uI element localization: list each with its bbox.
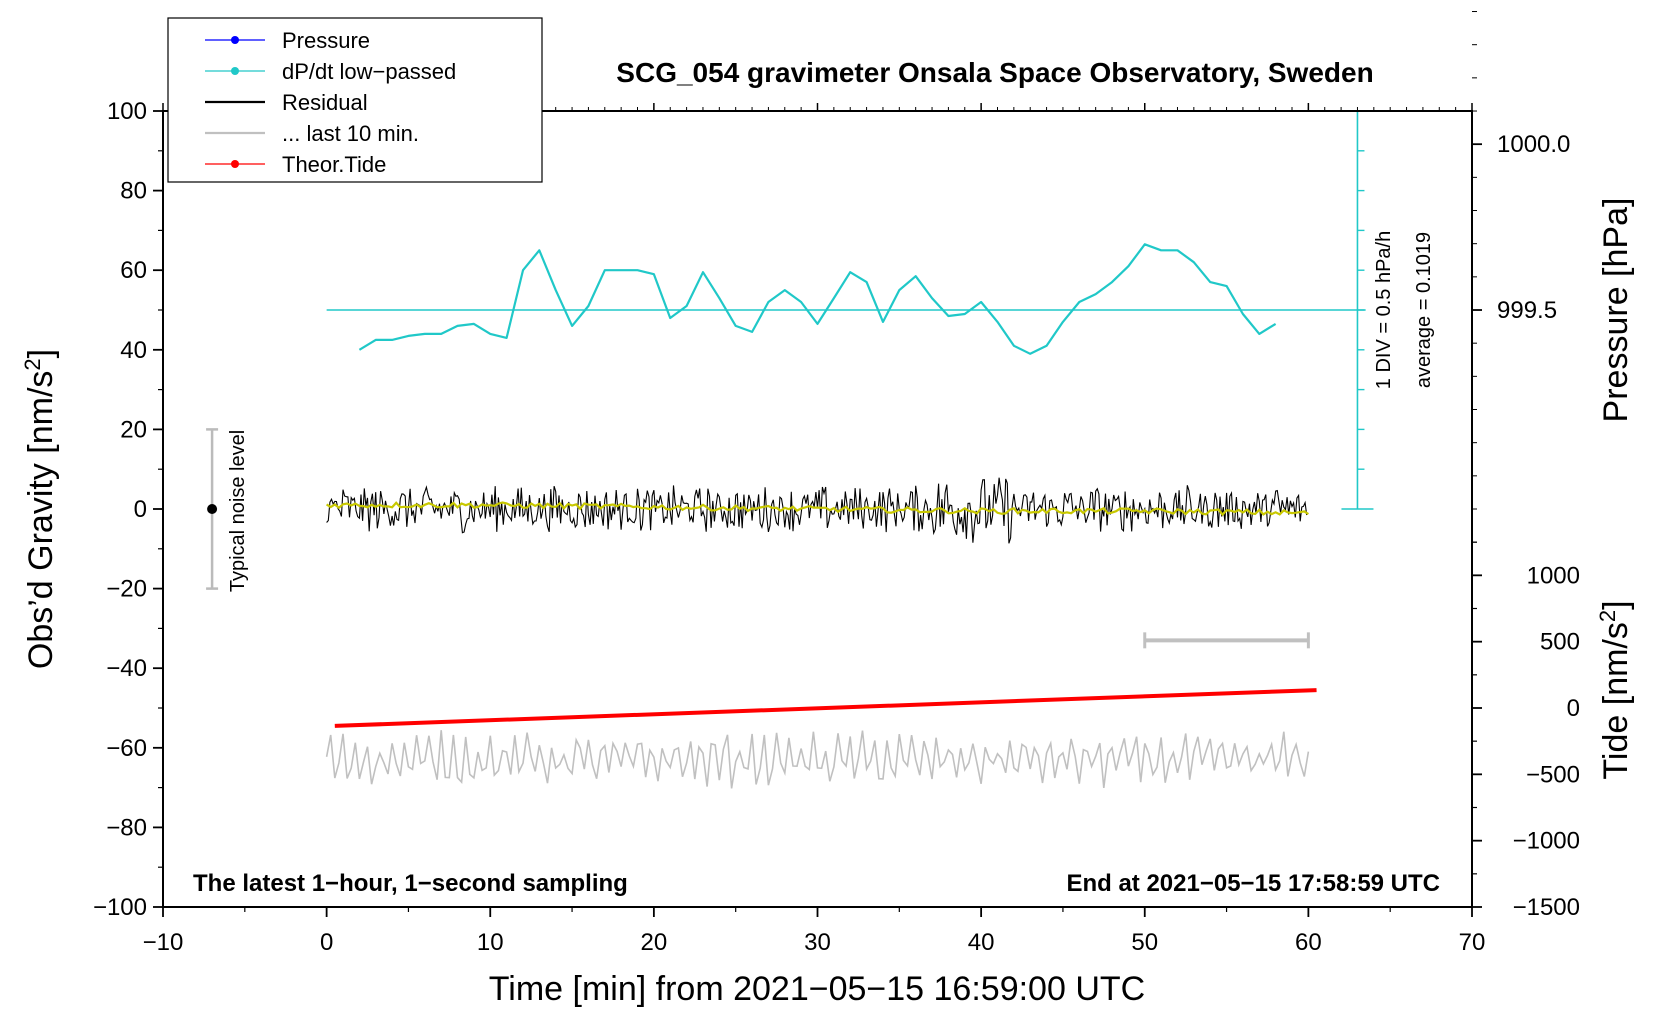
y-tick-label: 40 — [120, 337, 147, 364]
y-tick-label: −40 — [106, 655, 147, 682]
y-tick-label: −20 — [106, 576, 147, 603]
x-tick-label: 40 — [968, 929, 995, 956]
x-tick-label: 60 — [1295, 929, 1322, 956]
legend-box — [167, 17, 543, 183]
residual-line — [326, 477, 1308, 544]
dpdt-lowpassed-line — [358, 243, 1277, 355]
x-tick-label: 70 — [1459, 929, 1486, 956]
y-tick-label: 60 — [120, 257, 147, 284]
x-tick-label: 10 — [477, 929, 504, 956]
x-tick-label: −10 — [143, 929, 184, 956]
y-tick-label: −60 — [106, 735, 147, 762]
legend-label: ... last 10 min. — [282, 121, 419, 146]
chart-title: SCG_054 gravimeter Onsala Space Observat… — [616, 57, 1373, 88]
x-tick-label: 20 — [641, 929, 668, 956]
y-axis-label-left: Obs’d Gravity [nm/s2] — [20, 349, 60, 669]
y-tick-label: 80 — [120, 178, 147, 205]
tide-tick-label: −1500 — [1513, 894, 1580, 921]
legend: Pressure dP/dt low−passed Residual ... last… — [167, 17, 543, 183]
footer-left-label: The latest 1−hour, 1−second sampling — [193, 870, 628, 897]
x-tick-label: 50 — [1131, 929, 1158, 956]
tide-tick-label: 0 — [1567, 695, 1580, 722]
tide-tick-label: 1000 — [1527, 562, 1580, 589]
div-label: 1 DIV = 0.5 hPa/h — [1373, 231, 1395, 389]
footer-right-label: End at 2021−05−15 17:58:59 UTC — [1066, 870, 1440, 897]
y-tick-label: −100 — [93, 894, 147, 921]
plot-frame — [162, 110, 1473, 908]
legend-label: Pressure — [282, 28, 370, 53]
y-tick-label: 0 — [134, 496, 147, 523]
average-label: average = 0.1019 — [1413, 232, 1435, 388]
legend-marker — [231, 67, 239, 75]
noise-level-label: Typical noise level — [227, 430, 249, 592]
last-10-min-line — [325, 730, 1310, 789]
legend-marker — [231, 36, 239, 44]
y-axis-label-tide: Tide [nm/s2] — [1595, 600, 1635, 779]
legend-label: Theor.Tide — [282, 152, 386, 177]
noise-level-point — [207, 504, 218, 514]
y-tick-label: 20 — [120, 416, 147, 443]
residual-smoothed-line — [325, 501, 1310, 517]
x-tick-label: 30 — [804, 929, 831, 956]
legend-marker — [231, 160, 239, 168]
y-tick-label: −80 — [106, 814, 147, 841]
y-tick-label: 100 — [107, 98, 147, 125]
pressure-tick-label: 1000.0 — [1497, 131, 1570, 158]
x-axis-label: Time [min] from 2021−05−15 16:59:00 UTC — [489, 970, 1145, 1008]
legend-label: dP/dt low−passed — [282, 59, 456, 84]
pressure-tick-label: 999.5 — [1497, 297, 1557, 324]
tide-tick-label: −1000 — [1513, 828, 1580, 855]
legend-label: Residual — [282, 90, 368, 115]
x-tick-label: 0 — [320, 929, 333, 956]
tide-tick-label: −500 — [1526, 761, 1580, 788]
y-axis-label-pressure: Pressure [hPa] — [1597, 198, 1635, 423]
theoretical-tide-line — [334, 688, 1317, 728]
tide-tick-label: 500 — [1540, 629, 1580, 656]
